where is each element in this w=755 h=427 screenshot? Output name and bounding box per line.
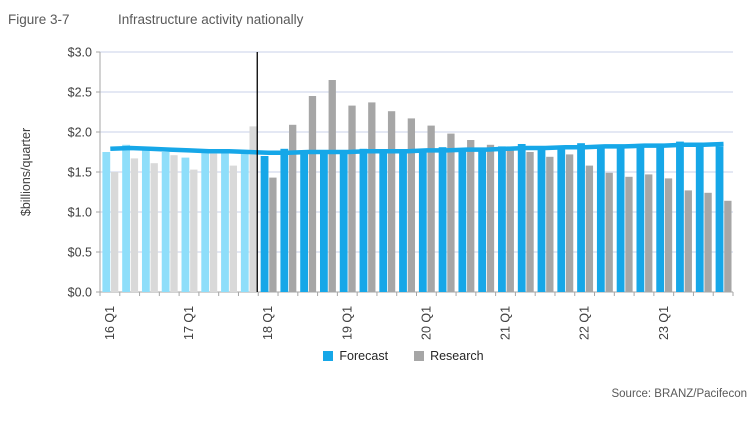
x-axis-label: 22 Q1 [578,306,592,340]
forecast-bar [399,150,407,292]
research-bar [150,163,158,292]
research-bar [565,154,574,292]
forecast-bar [201,151,210,292]
forecast-bar [141,148,150,292]
y-axis-label: $0.5 [68,246,92,260]
source-note: Source: BRANZ/Pacifecon [611,388,747,400]
forecast-bar [438,147,447,292]
forecast-bar [260,156,269,292]
forecast-bar [339,152,348,292]
chart-legend: Forecast Research [26,349,755,363]
x-axis-label: 23 Q1 [657,306,671,340]
infrastructure-activity-chart: $0.0 $0.5 $1.0 $1.5 $2.0 $2.5 $3.0 16 Q1 17 Q1 18… [19,46,734,340]
research-bar [308,96,317,292]
forecast-bar [596,147,605,292]
research-bar [190,169,198,292]
research-bar [289,124,297,292]
y-axis-label: $0.0 [68,286,92,300]
forecast-bar [319,151,328,292]
y-axis-label: $3.0 [68,46,92,60]
forecast-bar [221,152,229,292]
research-bar [467,140,475,292]
research-bar [348,105,356,292]
legend-item-forecast: Forecast [323,349,388,363]
forecast-bar [676,141,684,292]
research-bar [585,165,594,292]
research-bar [111,172,119,292]
x-axis-label: 21 Q1 [499,306,513,340]
research-bar [209,153,218,292]
forecast-bar [537,147,546,292]
research-bar [269,177,277,292]
forecast-bar [122,144,130,292]
forecast-bar [300,150,309,292]
research-bar [684,190,692,292]
chart-plot-area: $0.0 $0.5 $1.0 $1.5 $2.0 $2.5 $3.0 16 Q1 17 Q1 18… [19,46,734,340]
research-bar [328,80,336,292]
forecast-swatch-icon [323,351,334,361]
forecast-bar [616,146,625,292]
research-bar [249,126,257,293]
y-axis-label: $2.0 [68,126,92,140]
research-bar [506,149,514,292]
research-bar [368,102,376,293]
research-bar [724,200,732,292]
forecast-bar [577,143,585,292]
forecast-bar [715,146,724,292]
x-axis-label: 19 Q1 [340,306,354,340]
research-bar [427,125,435,292]
research-bar [486,144,495,292]
y-axis-label: $1.0 [68,206,92,220]
forecast-bar [498,146,506,292]
research-bar [407,118,416,293]
forecast-bar [280,148,289,292]
x-axis-label: 17 Q1 [182,306,196,340]
research-bar [645,174,653,292]
research-bar [447,133,455,292]
forecast-bar [161,152,170,292]
research-bar [704,192,712,292]
legend-label-forecast: Forecast [339,349,389,363]
forecast-bar [379,150,388,292]
forecast-trend-line [110,141,724,156]
forecast-bar [636,146,645,292]
research-bar [387,111,396,292]
forecast-bar [656,147,665,292]
forecast-bar [240,153,249,292]
research-bar [229,165,237,292]
forecast-bar [478,149,487,292]
figure-title: Infrastructure activity nationally [118,12,304,27]
research-bar [546,156,554,292]
y-axis-label: $2.5 [68,86,92,100]
x-axis-label: 20 Q1 [419,306,433,340]
x-axis-label: 16 Q1 [103,306,117,340]
forecast-bar [181,157,190,292]
figure-number: Figure 3-7 [8,12,70,27]
research-bar [170,155,178,292]
forecast-bar [359,148,368,292]
legend-label-research: Research [430,349,484,363]
figure-title-row: Figure 3-7 Infrastructure activity natio… [8,12,748,27]
forecast-bar [695,145,704,292]
x-axis-label: 18 Q1 [261,306,275,340]
forecast-bar [557,147,566,292]
forecast-bar [517,144,526,292]
research-bar [625,176,633,292]
research-bar [130,158,139,292]
forecast-bar [418,152,427,292]
y-axis-label: $1.5 [68,166,92,180]
y-axis-title: $billions/quarter [19,128,33,216]
forecast-bar [458,148,467,292]
research-swatch-icon [414,351,425,361]
research-bar [664,178,673,292]
legend-item-research: Research [414,349,484,363]
research-bar [605,172,613,292]
forecast-bar [102,152,111,292]
research-bar [526,152,534,292]
